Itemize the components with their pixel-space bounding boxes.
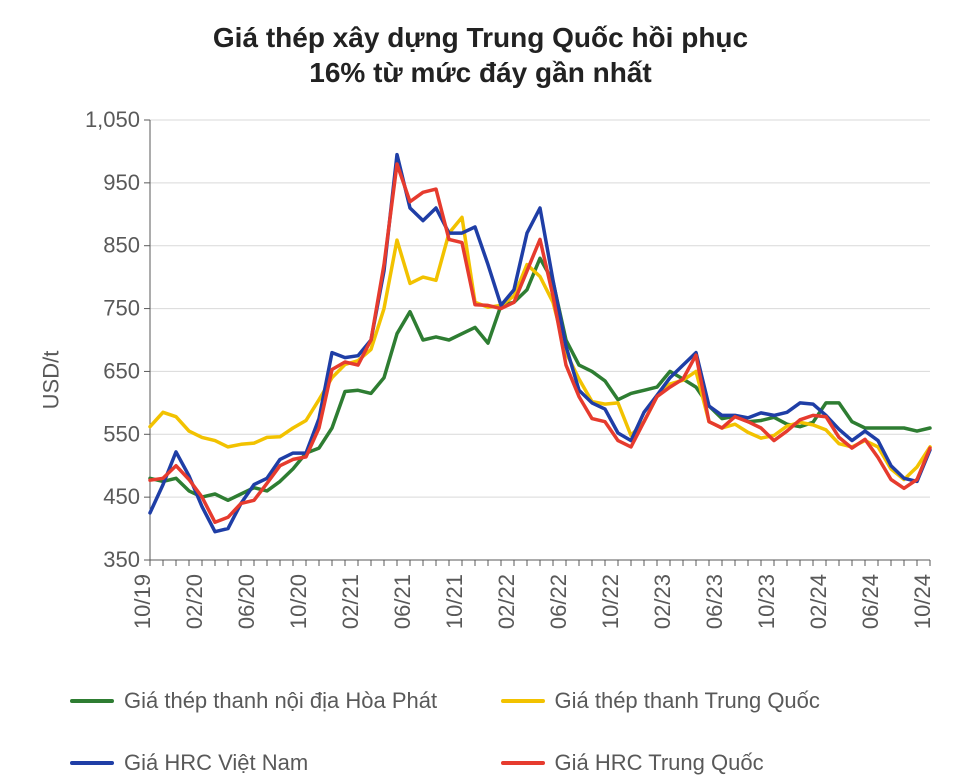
y-tick-label: 550 <box>103 421 140 446</box>
x-tick-label: 02/24 <box>806 574 831 629</box>
legend-label: Giá HRC Trung Quốc <box>555 750 764 776</box>
y-tick-label: 650 <box>103 358 140 383</box>
legend-swatch <box>501 699 545 703</box>
series-line <box>150 155 930 532</box>
x-tick-label: 02/22 <box>494 574 519 629</box>
legend-item: Giá thép thanh Trung Quốc <box>501 688 932 714</box>
legend-item: Giá thép thanh nội địa Hòa Phát <box>70 688 501 714</box>
x-tick-label: 02/20 <box>182 574 207 629</box>
y-tick-label: 450 <box>103 484 140 509</box>
y-axis-label: USD/t <box>38 351 64 410</box>
legend-swatch <box>501 761 545 765</box>
x-tick-label: 06/22 <box>546 574 571 629</box>
x-tick-label: 10/19 <box>130 574 155 629</box>
legend-swatch <box>70 761 114 765</box>
legend-item: Giá HRC Việt Nam <box>70 750 501 776</box>
line-chart-svg: 350 450 550 650 750 850 950 1,050 10/19 02/20 06/2… <box>80 100 940 660</box>
legend-label: Giá thép thanh Trung Quốc <box>555 688 820 714</box>
legend: Giá thép thanh nội địa Hòa Phát Giá thép … <box>30 660 931 776</box>
legend-label: Giá HRC Việt Nam <box>124 750 308 776</box>
x-tick-label: 10/21 <box>442 574 467 629</box>
x-tick-label: 06/20 <box>234 574 259 629</box>
x-tick-label: 06/23 <box>702 574 727 629</box>
x-tick-label: 10/24 <box>910 574 935 629</box>
series-line <box>150 258 930 500</box>
x-tick-label: 02/23 <box>650 574 675 629</box>
legend-swatch <box>70 699 114 703</box>
legend-item: Giá HRC Trung Quốc <box>501 750 932 776</box>
x-tick-label: 10/20 <box>286 574 311 629</box>
y-tick-label: 1,050 <box>85 107 140 132</box>
chart-plot-area: USD/t 350 450 550 650 750 850 950 1,050 10/19 02/… <box>30 100 931 660</box>
y-tick-label: 750 <box>103 296 140 321</box>
x-tick-label: 02/21 <box>338 574 363 629</box>
x-tick-label: 10/23 <box>754 574 779 629</box>
x-tick-label: 10/22 <box>598 574 623 629</box>
legend-label: Giá thép thanh nội địa Hòa Phát <box>124 688 437 714</box>
x-tick-label: 06/21 <box>390 574 415 629</box>
x-tick-label: 06/24 <box>858 574 883 629</box>
chart-title-line2: 16% từ mức đáy gần nhất <box>309 57 651 88</box>
chart-title: Giá thép xây dựng Trung Quốc hồi phục 16… <box>30 20 931 90</box>
y-tick-label: 850 <box>103 233 140 258</box>
y-tick-label: 950 <box>103 170 140 195</box>
chart-title-line1: Giá thép xây dựng Trung Quốc hồi phục <box>213 22 748 53</box>
y-tick-label: 350 <box>103 547 140 572</box>
